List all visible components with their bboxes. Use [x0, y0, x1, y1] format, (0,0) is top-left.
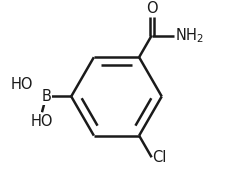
Text: HO: HO [10, 77, 33, 92]
Text: O: O [146, 1, 158, 16]
Text: B: B [41, 89, 51, 104]
Text: NH$_2$: NH$_2$ [175, 26, 204, 45]
Text: HO: HO [31, 114, 53, 129]
Text: Cl: Cl [152, 150, 167, 165]
